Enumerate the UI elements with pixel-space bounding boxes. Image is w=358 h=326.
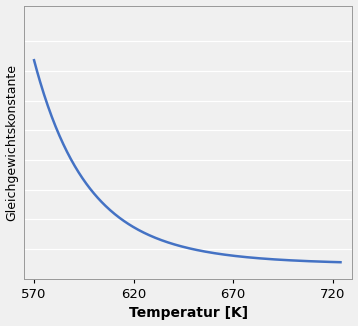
Y-axis label: Gleichgewichtskonstante: Gleichgewichtskonstante (6, 64, 19, 221)
X-axis label: Temperatur [K]: Temperatur [K] (129, 306, 248, 320)
